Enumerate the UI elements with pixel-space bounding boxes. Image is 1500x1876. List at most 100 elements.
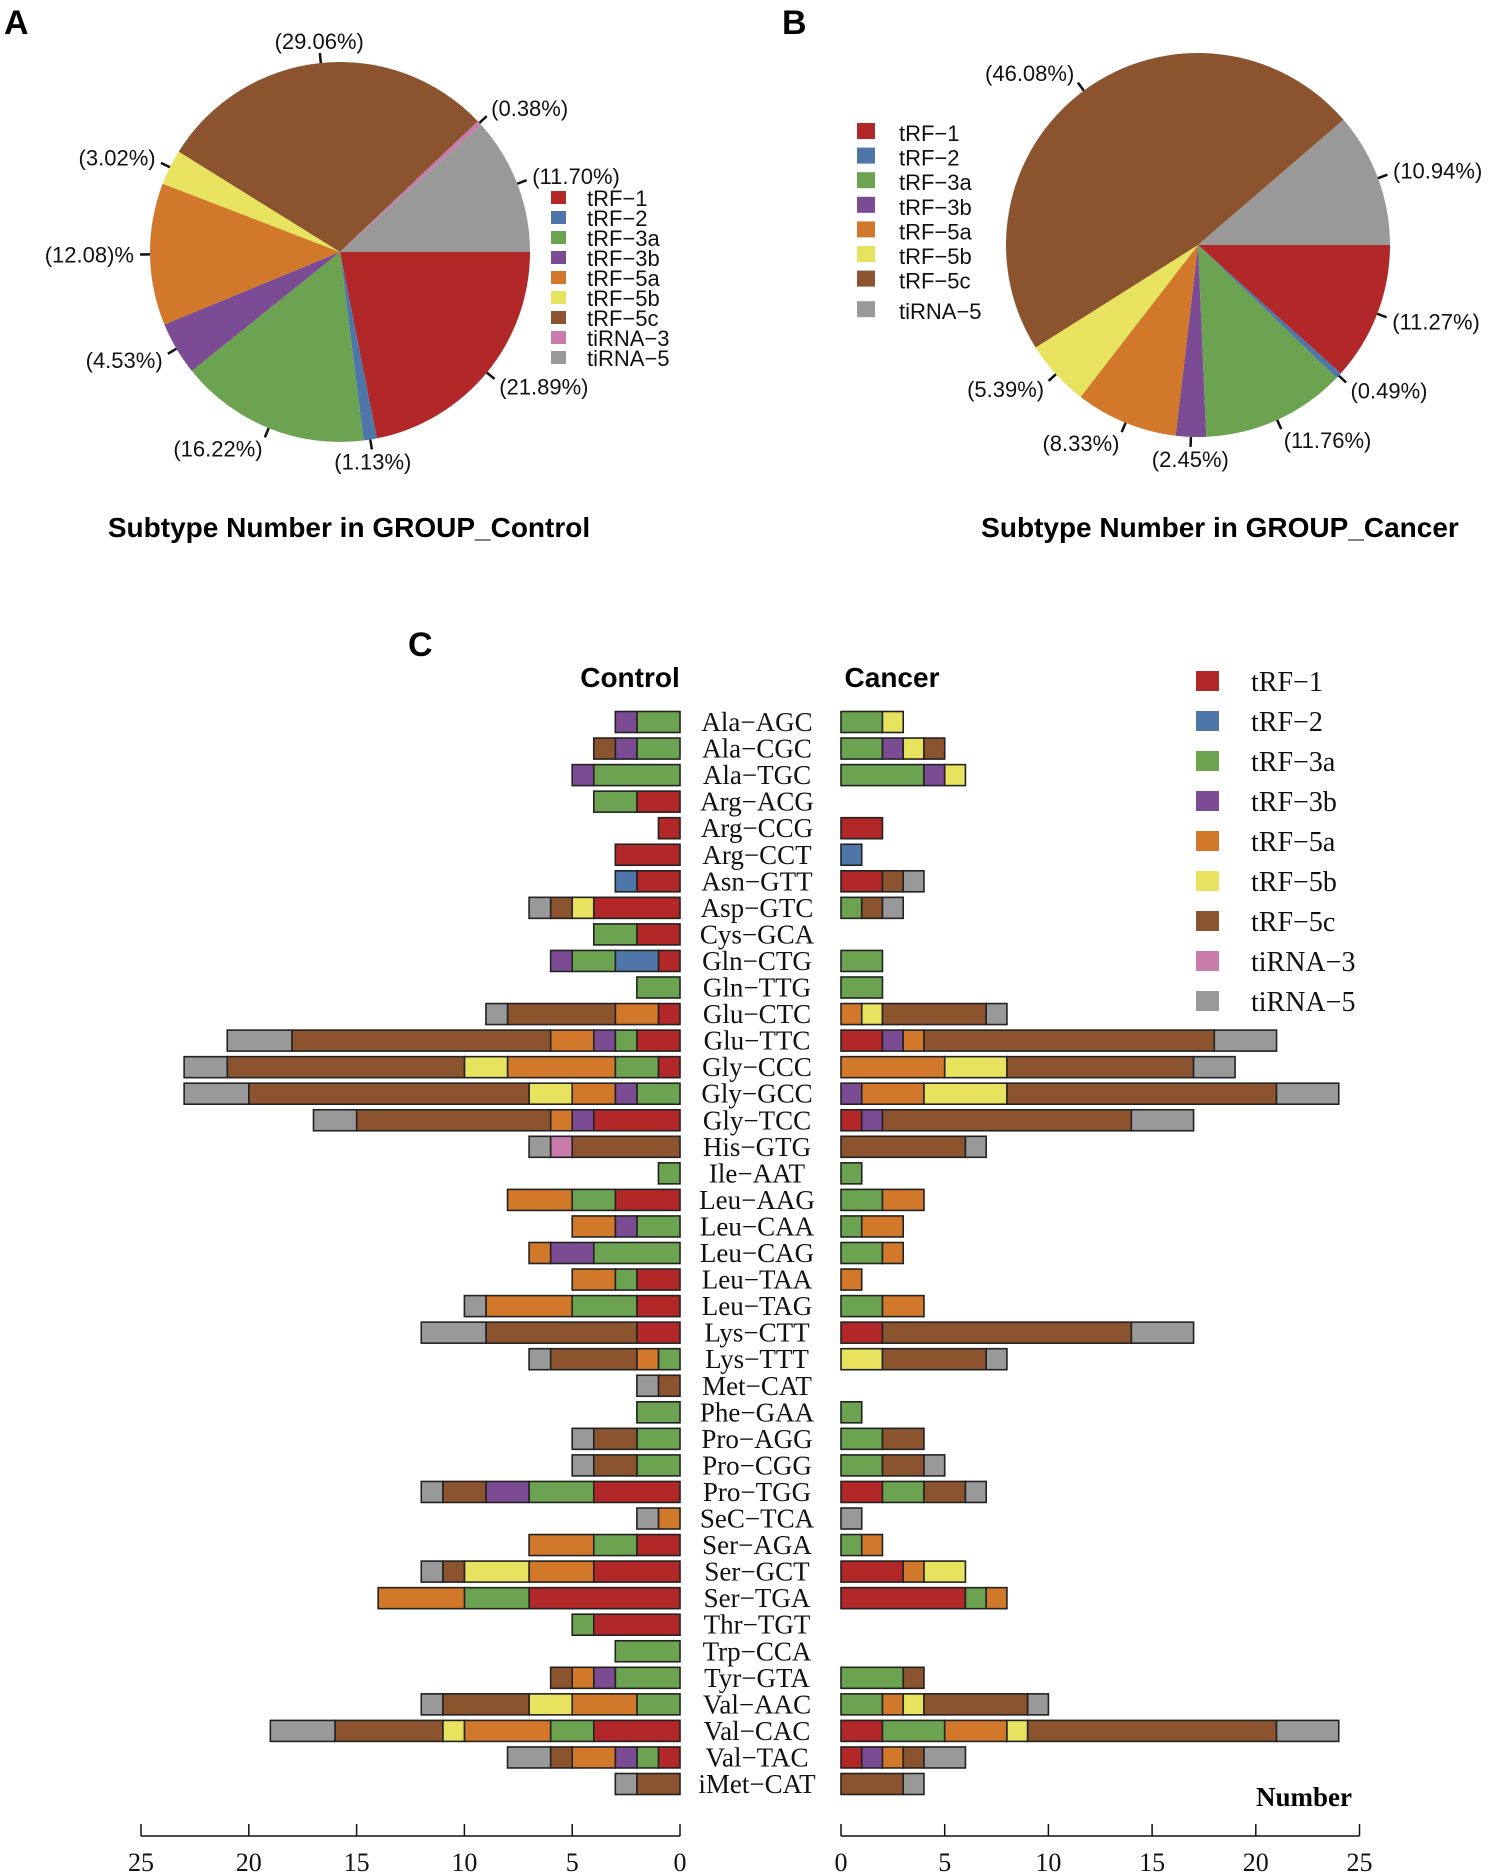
pie-label-tick: [1376, 312, 1388, 319]
bar-segment-cancer-tRF-5b: [840, 1347, 884, 1371]
bar-segment-control-tRF-1: [592, 1480, 681, 1504]
legend-label: tRF−2: [899, 146, 960, 171]
pie-value-label: (8.33%): [1042, 431, 1119, 456]
pie-value-label: (3.02%): [79, 145, 156, 170]
row-label: Asp−GTC: [701, 893, 814, 923]
x-tick-label-control: 20: [236, 1848, 262, 1876]
legend-label: tRF−3a: [899, 170, 973, 195]
bar-segment-control-tRF-3b: [485, 1480, 530, 1504]
legend-swatch-tiRNA-3: [1196, 951, 1219, 971]
bar-segment-control-tRF-3b: [571, 763, 595, 787]
legend-label: tRF−5a: [899, 219, 973, 244]
bar-segment-control-tRF-1: [636, 790, 681, 813]
bar-segment-control-tRF-5a: [571, 1268, 617, 1291]
bar-segment-control-tRF-1: [657, 1746, 681, 1769]
bar-segment-control-tRF-5a: [506, 1188, 573, 1212]
x-tick-label-cancer: 20: [1243, 1848, 1269, 1876]
bar-segment-control-tRF-5a: [571, 1082, 617, 1105]
pie-slice-tiRNA-3: [340, 121, 481, 253]
bar-segment-control-tRF-3a: [636, 976, 681, 999]
bar-segment-cancer-tRF-5b: [943, 1055, 1008, 1079]
bar-segment-cancer-tRF-5b: [923, 1082, 1008, 1105]
pie-slice-tRF-5c: [178, 62, 478, 252]
legend-swatch-tRF-3b: [551, 251, 566, 264]
bar-segment-control-tRF-3a: [571, 1294, 638, 1318]
bar-segment-control-tRF-3b: [571, 1108, 595, 1132]
bar-segment-cancer-tiRNA-5: [985, 1002, 1008, 1026]
pie-value-label: (4.53%): [86, 348, 163, 373]
legend-swatch-tRF-5b: [551, 291, 566, 304]
bar-segment-control-tRF-5c: [506, 1002, 617, 1026]
bar-segment-control-tRF-5c: [248, 1082, 530, 1105]
bar-segment-cancer-tRF-5a: [881, 1188, 925, 1212]
bar-segment-cancer-tRF-5a: [902, 1560, 925, 1583]
bar-segment-cancer-tRF-5b: [902, 737, 925, 760]
pie-slice-tRF-5c: [1005, 52, 1344, 348]
bar-segment-cancer-tRF-5a: [943, 1719, 1008, 1743]
bar-segment-cancer-tRF-5c: [923, 1029, 1216, 1052]
bar-segment-cancer-tRF-1: [840, 1586, 967, 1610]
legend-swatch-tRF-5b: [1196, 871, 1219, 891]
pie-slice-tRF-5b: [162, 151, 340, 252]
legend-swatch-tRF-3a: [1196, 751, 1219, 771]
bar-segment-cancer-tRF-5a: [860, 1082, 925, 1105]
row-label: Gln−TTG: [703, 973, 811, 1003]
pie-slice-tRF-1: [1198, 245, 1390, 374]
bar-segment-control-tiRNA-5: [269, 1719, 336, 1743]
bar-segment-cancer-tRF-3a: [840, 1693, 884, 1716]
legend-label: tRF−5a: [1251, 827, 1336, 858]
bar-segment-cancer-tRF-5c: [1006, 1082, 1278, 1105]
bar-segment-cancer-tRF-5b: [1006, 1719, 1029, 1743]
pie-label-tick: [1377, 173, 1388, 180]
bar-segment-control-tRF-3b: [592, 1666, 617, 1690]
legend-swatch-tRF-3a: [551, 231, 566, 244]
bar-segment-cancer-tRF-5c: [902, 1666, 925, 1690]
bar-segment-control-tRF-3a: [614, 1055, 660, 1079]
bar-segment-control-tRF-5c: [549, 1347, 638, 1371]
bar-segment-cancer-tRF-3b: [881, 737, 905, 760]
bar-segment-cancer-tRF-5c: [923, 1693, 1029, 1716]
bar-segment-cancer-tRF-1: [840, 1746, 863, 1769]
row-label: Leu−CAG: [700, 1238, 814, 1268]
panel-label-a: A: [4, 4, 29, 42]
bar-segment-cancer-tRF-3a: [840, 1427, 884, 1451]
bar-segment-control-tiRNA-5: [614, 1772, 638, 1796]
bar-segment-control-tiRNA-5: [528, 1135, 552, 1159]
group-header-cancer: Cancer: [845, 662, 940, 693]
bar-segment-control-tRF-3b: [614, 737, 638, 760]
legend-swatch-tiRNA-5: [551, 351, 566, 364]
bar-segment-cancer-tiRNA-5: [1130, 1321, 1195, 1344]
bar-segment-control-tRF-5a: [506, 1055, 617, 1079]
x-tick-label-cancer: 10: [1035, 1848, 1061, 1876]
legend-swatch-tRF-2: [551, 211, 566, 224]
pie-value-label: (0.49%): [1350, 379, 1427, 404]
bar-segment-cancer-tRF-3a: [840, 1162, 863, 1185]
bar-segment-cancer-tRF-5c: [840, 1135, 967, 1159]
bar-segment-control-tRF-5c: [485, 1321, 638, 1344]
bar-segment-cancer-tRF-1: [840, 1029, 884, 1052]
bar-segment-control-tRF-5c: [549, 896, 574, 920]
bar-segment-control-tRF-1: [657, 1055, 681, 1079]
bar-segment-control-tRF-3a: [636, 710, 681, 734]
pie-slice-tiRNA-5: [1198, 119, 1390, 245]
pie-label-tick: [1275, 419, 1283, 430]
bar-segment-cancer-tRF-5c: [881, 1347, 987, 1371]
bar-segment-control-tRF-5a: [377, 1586, 466, 1610]
bar-segment-control-tRF-3a: [528, 1480, 595, 1504]
bar-segment-cancer-tiRNA-5: [964, 1135, 987, 1159]
bar-segment-control-tRF-3a: [636, 1401, 681, 1424]
bar-segment-control-tRF-1: [592, 896, 681, 920]
legend-label: tRF−3b: [587, 246, 660, 271]
bar-segment-control-tRF-1: [657, 816, 681, 840]
bar-segment-control-tRF-3a: [657, 1347, 681, 1371]
row-label: iMet−CAT: [698, 1769, 816, 1799]
bar-segment-control-tRF-3a: [636, 737, 681, 760]
bar-segment-cancer-tRF-5a: [881, 1746, 905, 1769]
bar-segment-cancer-tiRNA-5: [902, 1772, 925, 1796]
bar-segment-control-tRF-5c: [592, 1454, 638, 1477]
pie-value-label: (46.08%): [985, 61, 1074, 86]
pie-value-label: (21.89%): [499, 375, 588, 400]
legend-label: tiRNA−3: [587, 326, 670, 351]
bar-segment-cancer-tiRNA-5: [923, 1746, 967, 1769]
